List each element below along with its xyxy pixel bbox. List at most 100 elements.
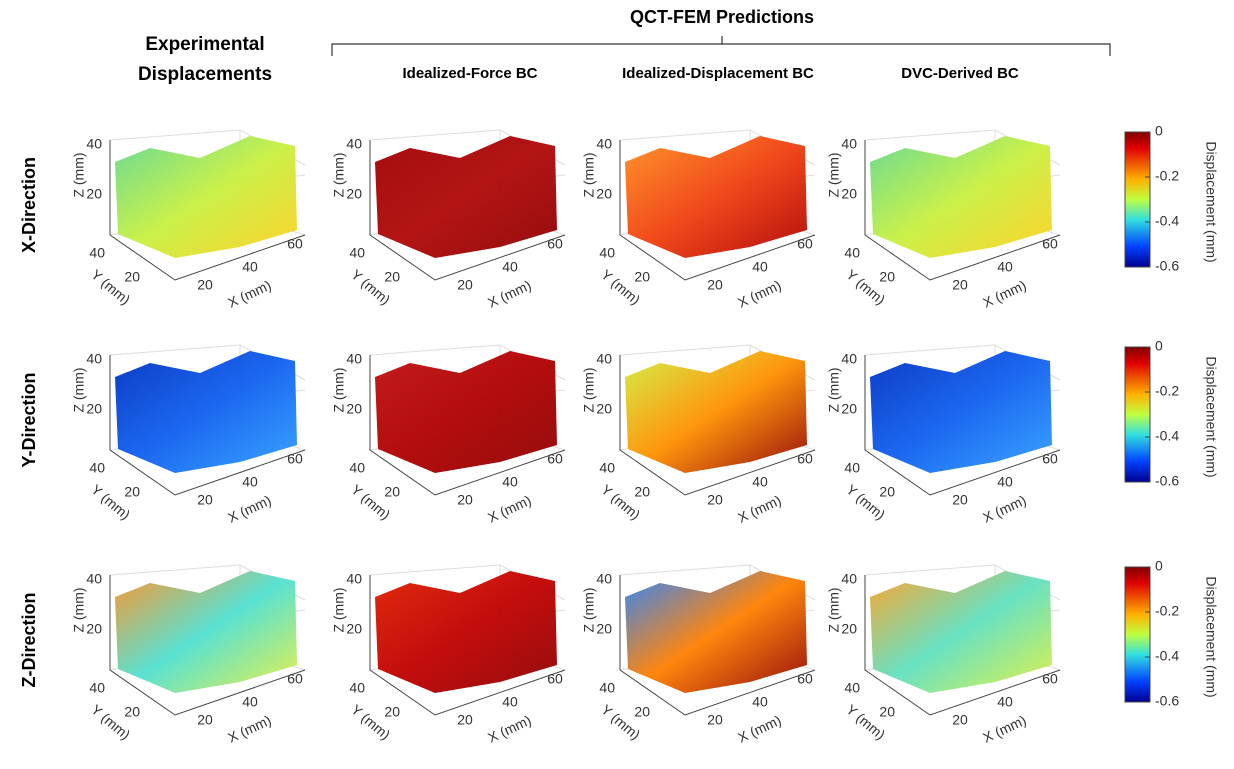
axes [369, 355, 566, 496]
x-axis-label: X (mm) [735, 712, 783, 746]
x-tick-label: 40 [242, 259, 258, 275]
colorbar-tick-label: 0 [1155, 123, 1163, 139]
y-tick-label: 40 [844, 245, 860, 261]
colorbar-tick-label: 0 [1155, 558, 1163, 574]
y-tick-label: 20 [634, 269, 650, 285]
colorbar-tick-label: -0.2 [1155, 168, 1179, 184]
x-tick-label: 40 [752, 474, 768, 490]
axes [109, 140, 306, 281]
x-axis-label: X (mm) [485, 492, 533, 526]
y-tick-label: 40 [349, 460, 365, 476]
column-title: Idealized-Displacement BC [622, 65, 814, 82]
group-title: QCT-FEM Predictions [630, 7, 814, 27]
point-cloud [375, 136, 557, 258]
point-cloud [625, 136, 807, 258]
axes [864, 575, 1061, 716]
y-tick-label: 20 [384, 484, 400, 500]
bracket [331, 36, 1111, 56]
z-axis-label: Z (mm) [331, 587, 347, 632]
colorbar [1124, 346, 1151, 483]
z-tick-label: 20 [346, 621, 362, 637]
x-tick-label: 40 [502, 474, 518, 490]
x-tick-label: 60 [547, 671, 563, 687]
z-tick-label: 40 [596, 571, 612, 587]
x-tick-label: 20 [197, 492, 213, 508]
x-tick-label: 60 [1042, 671, 1058, 687]
x-tick-label: 60 [1042, 451, 1058, 467]
z-tick-label: 40 [841, 136, 857, 152]
x-tick-label: 40 [752, 259, 768, 275]
column-title: DVC-Derived BC [901, 65, 1019, 82]
row-label: X-Direction [19, 157, 39, 253]
x-tick-label: 60 [797, 671, 813, 687]
x-tick-label: 20 [707, 712, 723, 728]
x-tick-label: 20 [952, 492, 968, 508]
x-tick-label: 40 [242, 694, 258, 710]
colorbar-tick-label: -0.4 [1155, 428, 1179, 444]
x-tick-label: 20 [457, 492, 473, 508]
x-tick-label: 40 [242, 474, 258, 490]
x-axis-label: X (mm) [980, 712, 1028, 746]
x-axis-label: X (mm) [980, 492, 1028, 526]
point-cloud [870, 351, 1052, 473]
axes [864, 140, 1061, 281]
axes [619, 355, 816, 496]
x-tick-label: 40 [502, 259, 518, 275]
z-axis-label: Z (mm) [581, 587, 597, 632]
z-axis-label: Z (mm) [331, 152, 347, 197]
y-tick-label: 40 [349, 680, 365, 696]
z-axis-label: Z (mm) [71, 367, 87, 412]
point-cloud [115, 571, 297, 693]
colorbar-tick-label: -0.6 [1155, 693, 1179, 709]
z-tick-label: 20 [841, 186, 857, 202]
x-tick-label: 20 [457, 712, 473, 728]
y-tick-label: 20 [634, 484, 650, 500]
z-tick-label: 40 [596, 136, 612, 152]
x-tick-label: 20 [707, 492, 723, 508]
z-axis-label: Z (mm) [826, 152, 842, 197]
point-cloud [375, 351, 557, 473]
z-axis-label: Z (mm) [826, 587, 842, 632]
x-tick-label: 40 [752, 694, 768, 710]
y-tick-label: 40 [89, 245, 105, 261]
y-tick-label: 20 [879, 484, 895, 500]
column-title: Experimental Displacements [138, 34, 272, 85]
x-axis-label: X (mm) [225, 492, 273, 526]
point-cloud [870, 571, 1052, 693]
colorbar [1124, 566, 1151, 703]
x-tick-label: 20 [952, 712, 968, 728]
x-tick-label: 60 [547, 451, 563, 467]
z-tick-label: 40 [86, 136, 102, 152]
x-tick-label: 40 [997, 474, 1013, 490]
x-tick-label: 60 [287, 451, 303, 467]
z-tick-label: 20 [596, 186, 612, 202]
z-axis-label: Z (mm) [581, 367, 597, 412]
colorbar [1124, 131, 1151, 268]
z-tick-label: 40 [596, 351, 612, 367]
y-tick-label: 40 [844, 680, 860, 696]
colorbar-label: Displacement (mm) [1203, 576, 1219, 697]
colorbar-tick-label: -0.2 [1155, 383, 1179, 399]
row-label: Y-Direction [19, 372, 39, 467]
point-cloud [625, 571, 807, 693]
z-tick-label: 20 [86, 186, 102, 202]
y-tick-label: 20 [879, 704, 895, 720]
point-cloud [115, 136, 297, 258]
axes [864, 355, 1061, 496]
x-tick-label: 60 [797, 236, 813, 252]
column-title: Idealized-Force BC [402, 65, 537, 82]
x-axis-label: X (mm) [980, 277, 1028, 311]
x-axis-label: X (mm) [225, 277, 273, 311]
x-tick-label: 60 [1042, 236, 1058, 252]
z-tick-label: 40 [841, 351, 857, 367]
axes [369, 140, 566, 281]
colorbar-tick-label: -0.4 [1155, 648, 1179, 664]
x-tick-label: 20 [197, 277, 213, 293]
